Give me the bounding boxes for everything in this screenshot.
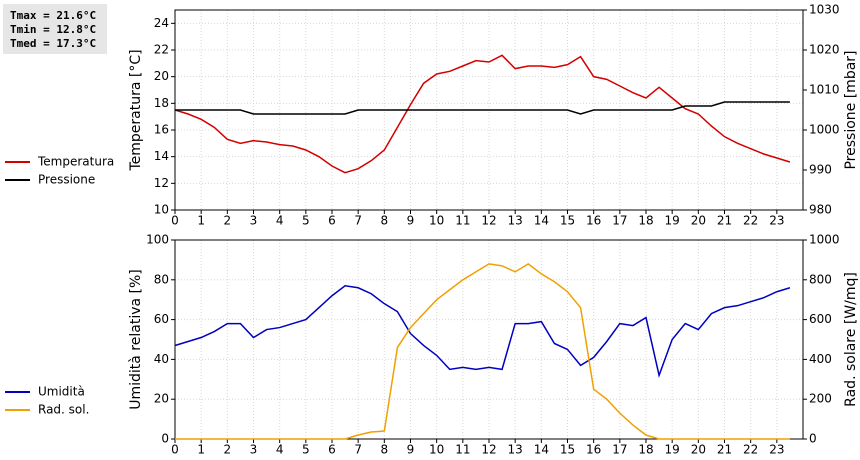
x-tick-label: 5 [302,214,310,228]
x-tick-label: 11 [455,214,470,228]
x-tick-label: 13 [508,443,523,457]
legend-label: Rad. sol. [38,403,89,417]
x-tick-label: 6 [328,443,336,457]
x-tick-label: 0 [171,214,179,228]
y-tick-label: 10 [154,203,169,217]
x-tick-label: 23 [769,443,784,457]
x-tick-label: 1 [197,443,205,457]
y-axis-title: Umidità relativa [%] [128,269,144,410]
x-tick-label: 22 [743,443,758,457]
x-tick-label: 15 [560,443,575,457]
x-tick-label: 17 [612,214,627,228]
x-tick-label: 14 [534,214,549,228]
x-tick-label: 2 [224,443,232,457]
y2-tick-label: 1020 [809,43,840,57]
y-tick-label: 80 [154,272,169,286]
y-tick-label: 40 [154,352,169,366]
x-tick-label: 15 [560,214,575,228]
legend-label: Temperatura [37,155,114,169]
x-tick-label: 21 [717,214,732,228]
x-tick-label: 14 [534,443,549,457]
stats-box [3,4,107,54]
series-line [174,54,791,174]
x-tick-label: 19 [665,214,680,228]
y2-tick-label: 1030 [809,3,840,17]
x-tick-label: 18 [638,443,653,457]
y-tick-label: 22 [154,43,169,57]
x-tick-label: 4 [276,443,284,457]
x-tick-label: 9 [407,214,415,228]
y2-axis-title: Pressione [mbar] [843,50,859,169]
x-tick-label: 2 [224,214,232,228]
x-tick-label: 7 [354,443,362,457]
legend-label: Umidità [38,385,85,399]
y2-tick-label: 600 [809,312,832,326]
y2-axis-title: Rad. solare [W/mq] [843,272,859,407]
x-tick-label: 19 [665,443,680,457]
stat-text: Tmax = 21.6°C [10,9,96,22]
y-tick-label: 20 [154,392,169,406]
y-tick-label: 60 [154,312,169,326]
series-line [174,284,791,378]
x-tick-label: 12 [481,214,496,228]
y2-tick-label: 0 [809,432,817,446]
y-tick-label: 24 [154,16,169,30]
x-tick-label: 8 [381,214,389,228]
stat-text: Tmed = 17.3°C [10,37,96,50]
x-tick-label: 20 [691,214,706,228]
x-tick-label: 22 [743,214,758,228]
y-tick-label: 16 [154,123,169,137]
y-axis-title: Temperatura [°C] [128,49,144,171]
x-tick-label: 10 [429,214,444,228]
y2-tick-label: 1000 [809,233,840,247]
x-tick-label: 6 [328,214,336,228]
x-tick-label: 10 [429,443,444,457]
x-tick-label: 21 [717,443,732,457]
x-tick-label: 16 [586,214,601,228]
x-tick-label: 23 [769,214,784,228]
x-tick-label: 0 [171,443,179,457]
y-tick-label: 20 [154,69,169,83]
x-tick-label: 9 [407,443,415,457]
y-tick-label: 18 [154,96,169,110]
series-line [175,262,790,440]
y2-tick-label: 1010 [809,83,840,97]
x-tick-label: 3 [250,443,258,457]
x-tick-label: 11 [455,443,470,457]
x-tick-label: 7 [354,214,362,228]
x-tick-label: 20 [691,443,706,457]
x-tick-label: 3 [250,214,258,228]
x-tick-label: 1 [197,214,205,228]
x-tick-label: 8 [381,443,389,457]
y-tick-label: 14 [154,149,169,163]
x-tick-label: 4 [276,214,284,228]
x-tick-label: 12 [481,443,496,457]
y-tick-label: 12 [154,176,169,190]
y-tick-label: 0 [161,432,169,446]
y-tick-label: 100 [146,233,169,247]
x-tick-label: 17 [612,443,627,457]
y2-tick-label: 980 [809,203,832,217]
x-tick-label: 16 [586,443,601,457]
legend-label: Pressione [38,173,95,187]
x-tick-label: 5 [302,443,310,457]
x-tick-label: 13 [508,214,523,228]
y2-tick-label: 400 [809,352,832,366]
y2-tick-label: 200 [809,392,832,406]
y2-tick-label: 1000 [809,123,840,137]
x-tick-label: 18 [638,214,653,228]
series-line [175,101,790,115]
y2-tick-label: 990 [809,163,832,177]
plot-frame [174,239,804,440]
y2-tick-label: 800 [809,272,832,286]
stat-text: Tmin = 12.8°C [10,23,96,36]
